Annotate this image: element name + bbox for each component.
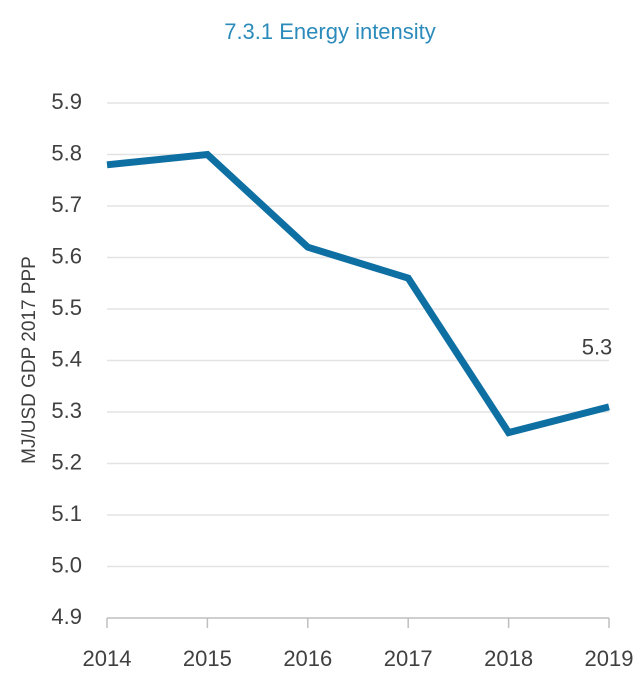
y-tick-label: 5.5 — [51, 295, 82, 320]
y-tick-label: 5.3 — [51, 398, 82, 423]
x-tick-label: 2016 — [283, 646, 332, 671]
y-tick-label: 5.7 — [51, 192, 82, 217]
y-axis-label: MJ/USD GDP 2017 PPP — [19, 256, 40, 464]
y-tick-label: 5.4 — [51, 346, 82, 371]
y-tick-label: 5.6 — [51, 243, 82, 268]
x-tick-label: 2018 — [484, 646, 533, 671]
chart-title: 7.3.1 Energy intensity — [224, 19, 436, 44]
x-tick-label: 2015 — [183, 646, 232, 671]
y-tick-label: 5.8 — [51, 140, 82, 165]
x-tick-label: 2019 — [585, 646, 634, 671]
x-tick-label: 2017 — [384, 646, 433, 671]
x-tick-label: 2014 — [83, 646, 132, 671]
y-tick-label: 5.2 — [51, 449, 82, 474]
y-tick-label: 5.0 — [51, 552, 82, 577]
y-tick-label: 5.9 — [51, 89, 82, 114]
y-tick-label: 5.1 — [51, 501, 82, 526]
y-tick-label: 4.9 — [51, 604, 82, 629]
data-label: 5.3 — [582, 335, 613, 360]
data-line — [106, 150, 610, 437]
